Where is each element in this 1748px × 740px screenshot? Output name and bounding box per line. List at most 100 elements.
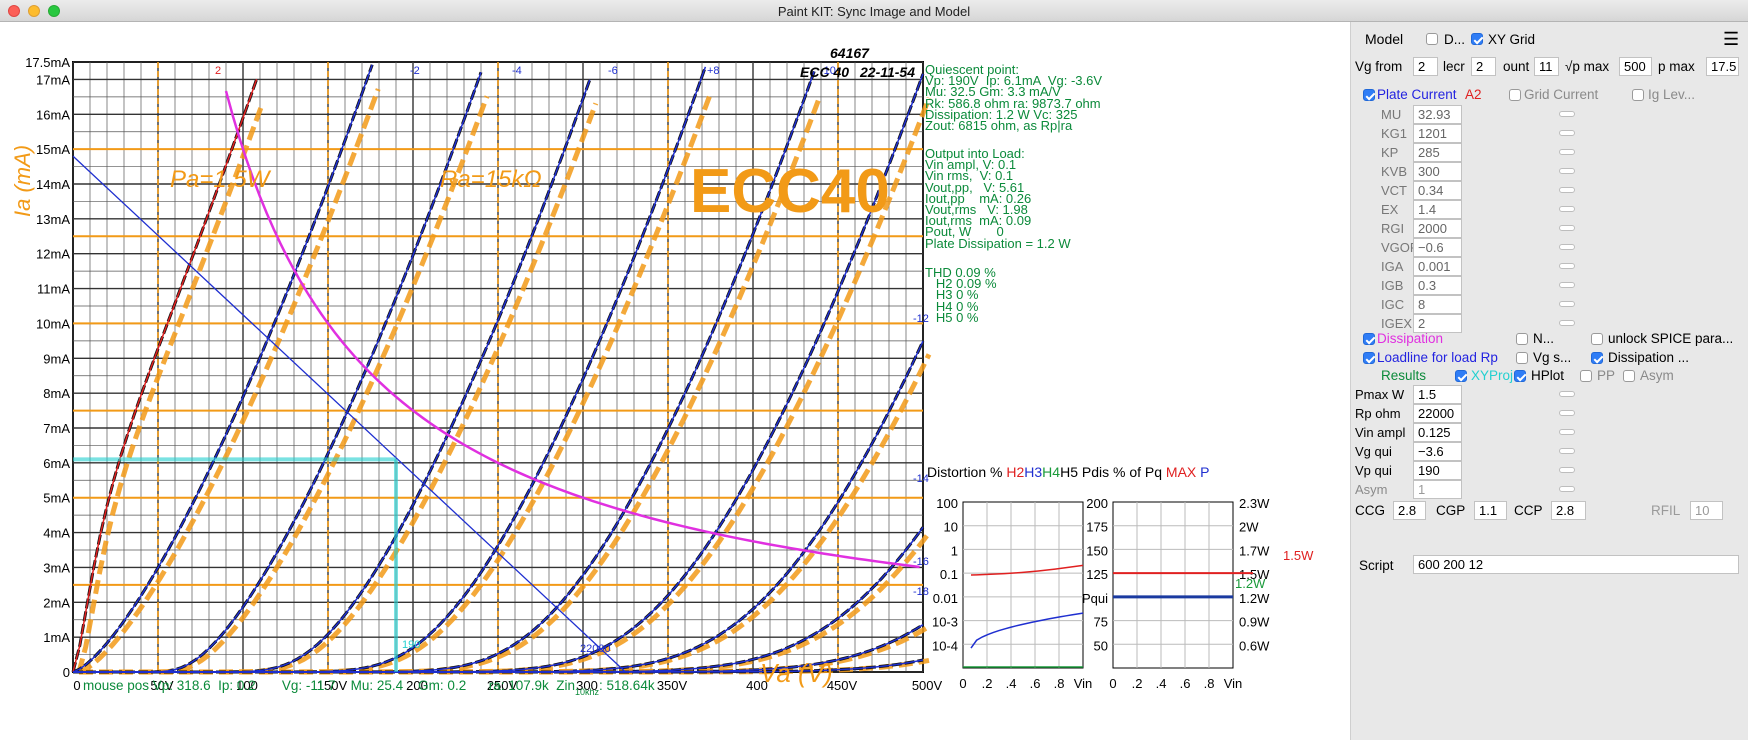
param-slider[interactable] <box>1471 315 1661 333</box>
slider-knob[interactable] <box>1559 149 1575 155</box>
param-input[interactable]: 285 <box>1413 143 1462 162</box>
result-input[interactable]: 190 <box>1413 461 1462 480</box>
param-slider[interactable] <box>1471 106 1661 124</box>
slider-knob[interactable] <box>1559 410 1575 416</box>
pdis-y2-tick: 1.5W <box>1239 567 1270 582</box>
dissipation-checkbox[interactable] <box>1363 333 1375 345</box>
asym-checkbox[interactable] <box>1623 370 1635 382</box>
param-input[interactable]: 0.001 <box>1413 257 1462 276</box>
result-slider[interactable] <box>1471 424 1661 442</box>
loadline-checkbox[interactable] <box>1363 352 1375 364</box>
param-slider[interactable] <box>1471 296 1661 314</box>
slider-knob[interactable] <box>1559 282 1575 288</box>
close-window-button[interactable] <box>8 5 20 17</box>
result-slider[interactable] <box>1471 481 1661 499</box>
slider-knob[interactable] <box>1559 206 1575 212</box>
hamburger-menu-icon[interactable]: ☰ <box>1723 29 1740 49</box>
ccp-input[interactable]: 2.8 <box>1551 501 1586 520</box>
slider-knob[interactable] <box>1559 391 1575 397</box>
param-label: KVB <box>1381 164 1408 179</box>
param-slider[interactable] <box>1471 201 1661 219</box>
slider-knob[interactable] <box>1559 301 1575 307</box>
param-slider[interactable] <box>1471 144 1661 162</box>
d-checkbox[interactable] <box>1426 33 1438 45</box>
curve-label: -18 <box>913 586 929 598</box>
slider-knob[interactable] <box>1559 130 1575 136</box>
param-slider[interactable] <box>1471 182 1661 200</box>
y-tick-label: 15mA <box>36 142 70 157</box>
param-slider[interactable] <box>1471 277 1661 295</box>
slider-knob[interactable] <box>1559 225 1575 231</box>
slider-knob[interactable] <box>1559 320 1575 326</box>
result-slider[interactable] <box>1471 386 1661 404</box>
param-slider[interactable] <box>1471 125 1661 143</box>
slider-knob[interactable] <box>1559 429 1575 435</box>
rfil-input[interactable]: 10 <box>1690 501 1723 520</box>
dissipation2-checkbox[interactable] <box>1591 352 1603 364</box>
result-slider[interactable] <box>1471 443 1661 461</box>
plate-current-checkbox[interactable] <box>1363 89 1375 101</box>
result-slider[interactable] <box>1471 462 1661 480</box>
vg-from-input[interactable]: 2 <box>1413 57 1438 76</box>
sheet-ra: Ra=15kΩ <box>440 166 542 193</box>
ig-lev-checkbox[interactable] <box>1632 89 1644 101</box>
grid-current-checkbox[interactable] <box>1509 89 1521 101</box>
result-input[interactable]: −3.6 <box>1413 442 1462 461</box>
param-slider[interactable] <box>1471 258 1661 276</box>
plot-area[interactable]: 17.5mA 17mA 16mA 15mA 14mA 13mA 12mA 11mA 10mA 9m… <box>0 22 1350 740</box>
xyproj-checkbox[interactable] <box>1455 370 1467 382</box>
main-plot[interactable]: 17.5mA17mA16mA15mA14mA13mA12mA11mA10mA9m… <box>0 22 1350 740</box>
param-input[interactable]: −0.6 <box>1413 238 1462 257</box>
cgp-input[interactable]: 1.1 <box>1474 501 1507 520</box>
pp-checkbox[interactable] <box>1580 370 1592 382</box>
slider-knob[interactable] <box>1559 111 1575 117</box>
distortion-x-tick: 0 <box>959 676 966 691</box>
result-input[interactable]: 1 <box>1413 480 1462 499</box>
result-input[interactable]: 1.5 <box>1413 385 1462 404</box>
y-tick-label: 7mA <box>43 421 70 436</box>
minimize-window-button[interactable] <box>28 5 40 17</box>
slider-knob[interactable] <box>1559 486 1575 492</box>
dissipation-label: Dissipation <box>1377 331 1444 346</box>
slider-knob[interactable] <box>1559 448 1575 454</box>
curve-label: -6 <box>608 65 618 77</box>
result-slider[interactable] <box>1471 405 1661 423</box>
param-input[interactable]: 2000 <box>1413 219 1462 238</box>
param-slider[interactable] <box>1471 163 1661 181</box>
axis-labels: 17.5mA 17mA 16mA 15mA 14mA 13mA 12mA 11mA 10mA 9m… <box>25 55 942 693</box>
slider-knob[interactable] <box>1559 467 1575 473</box>
xy-grid-checkbox[interactable] <box>1471 33 1483 45</box>
ip-max-input[interactable]: 17.5 <box>1706 57 1739 76</box>
result-input[interactable]: 22000 <box>1413 404 1462 423</box>
vp-max-input[interactable]: 500 <box>1619 57 1652 76</box>
param-input[interactable]: 8 <box>1413 295 1462 314</box>
param-input[interactable]: 1201 <box>1413 124 1462 143</box>
slider-knob[interactable] <box>1559 244 1575 250</box>
hplot-checkbox[interactable] <box>1514 370 1526 382</box>
x-tick-label: 250V <box>487 678 518 693</box>
unlock-spice-checkbox[interactable] <box>1591 333 1603 345</box>
slider-knob[interactable] <box>1559 187 1575 193</box>
script-input[interactable]: 600 200 12 <box>1413 555 1739 574</box>
zoom-window-button[interactable] <box>48 5 60 17</box>
ccg-input[interactable]: 2.8 <box>1393 501 1426 520</box>
param-input[interactable]: 300 <box>1413 162 1462 181</box>
param-input[interactable]: 2 <box>1413 314 1462 333</box>
slider-knob[interactable] <box>1559 168 1575 174</box>
param-input[interactable]: 0.34 <box>1413 181 1462 200</box>
param-input[interactable]: 32.93 <box>1413 105 1462 124</box>
param-slider[interactable] <box>1471 239 1661 257</box>
distortion-title: Distortion % H2H3H4H5 Pdis % of Pq MAX P <box>927 464 1210 480</box>
count-input[interactable]: 11 <box>1534 57 1559 76</box>
param-input[interactable]: 0.3 <box>1413 276 1462 295</box>
param-input[interactable]: 1.4 <box>1413 200 1462 219</box>
result-input[interactable]: 0.125 <box>1413 423 1462 442</box>
param-slider[interactable] <box>1471 220 1661 238</box>
decr-input[interactable]: 2 <box>1471 57 1496 76</box>
slider-knob[interactable] <box>1559 263 1575 269</box>
x-tick-label: 150V <box>317 678 348 693</box>
y-tick-label: 12mA <box>36 247 70 262</box>
plate-current-label: Plate Current <box>1377 87 1457 102</box>
n-checkbox[interactable] <box>1516 333 1528 345</box>
vg-s-checkbox[interactable] <box>1516 352 1528 364</box>
